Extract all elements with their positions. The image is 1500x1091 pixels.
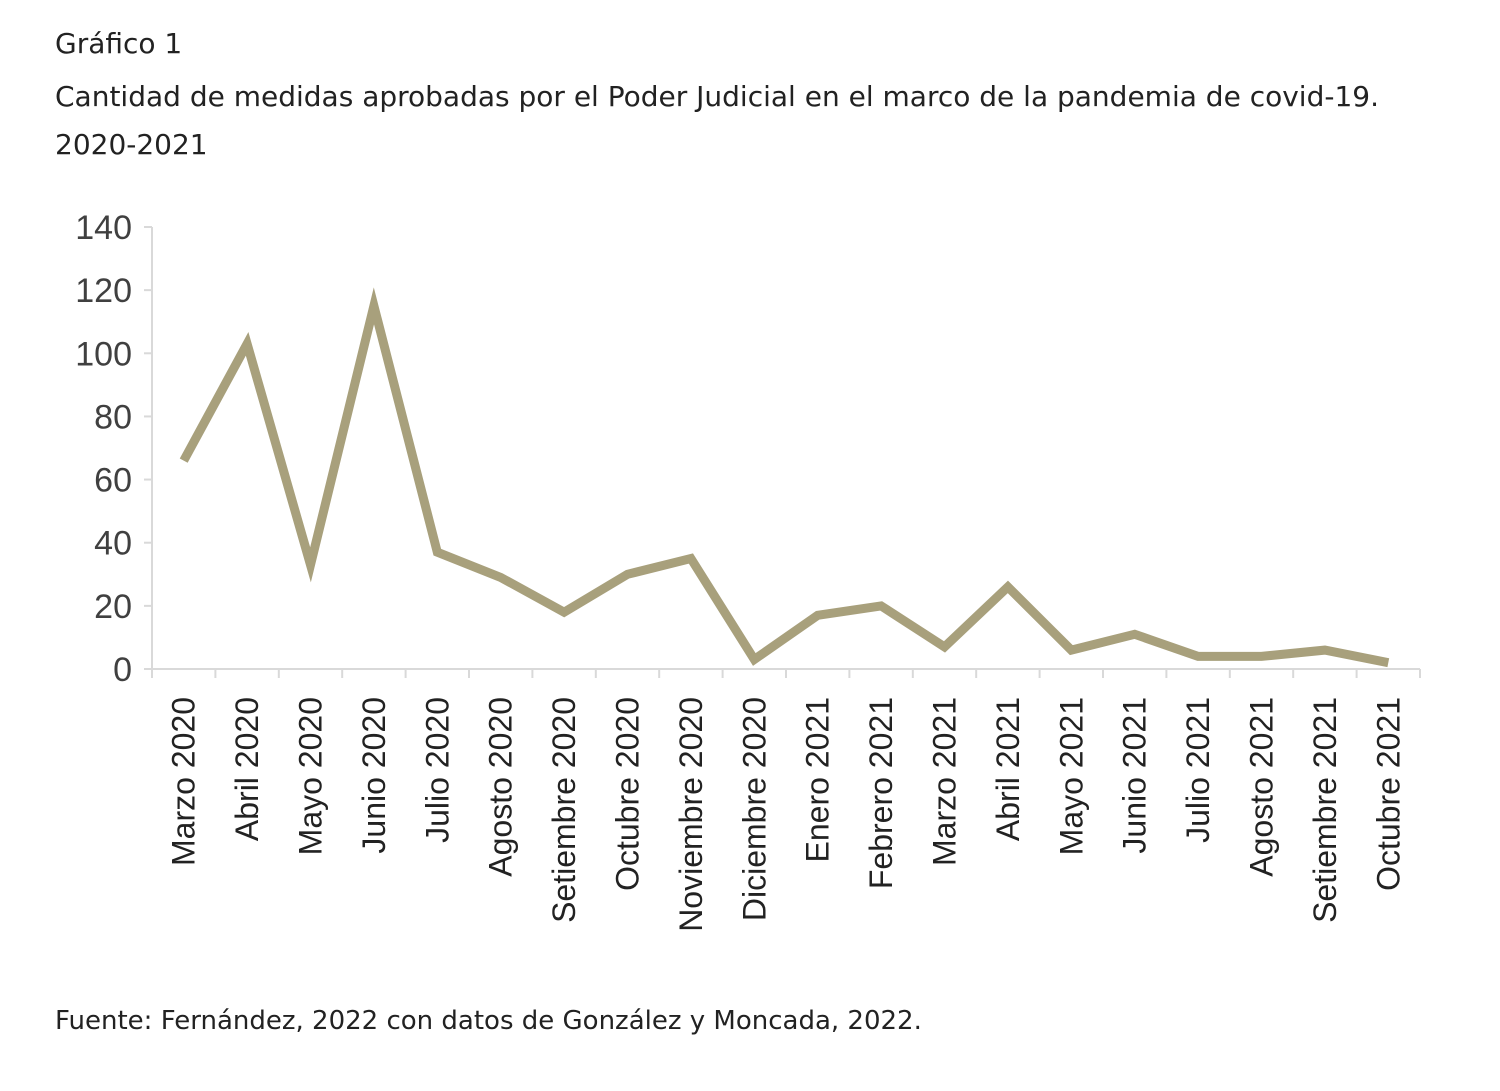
y-tick-label: 100 bbox=[75, 335, 132, 373]
x-tick-label: Julio 2021 bbox=[1180, 697, 1216, 843]
x-tick-label: Setiembre 2020 bbox=[546, 697, 582, 923]
x-tick-label: Febrero 2021 bbox=[863, 697, 899, 889]
x-tick-label: Octubre 2021 bbox=[1370, 697, 1406, 891]
source-note: Fuente: Fernández, 2022 con datos de Gon… bbox=[55, 1006, 922, 1036]
x-tick-label: Mayo 2021 bbox=[1053, 697, 1089, 855]
x-tick-label: Agosto 2021 bbox=[1244, 697, 1280, 877]
x-tick-label: Marzo 2020 bbox=[166, 697, 202, 866]
chart-title: Cantidad de medidas aprobadas por el Pod… bbox=[55, 80, 1379, 161]
y-tick-label: 80 bbox=[94, 398, 132, 436]
x-tick-label: Abril 2021 bbox=[990, 697, 1026, 841]
x-tick-label: Junio 2021 bbox=[1117, 697, 1153, 854]
y-tick-label: 120 bbox=[75, 272, 132, 310]
x-tick-label: Enero 2021 bbox=[800, 697, 836, 862]
y-tick-label: 140 bbox=[75, 209, 132, 247]
x-tick-label: Mayo 2020 bbox=[293, 697, 329, 855]
series-line bbox=[179, 287, 1390, 668]
x-tick-label: Agosto 2020 bbox=[483, 697, 519, 877]
x-tick-label: Setiembre 2021 bbox=[1307, 697, 1343, 923]
x-tick-label: Noviembre 2020 bbox=[673, 697, 709, 932]
y-tick-label: 40 bbox=[94, 525, 132, 563]
x-tick-label: Octubre 2020 bbox=[610, 697, 646, 891]
y-tick-label: 60 bbox=[94, 462, 132, 500]
y-tick-label: 20 bbox=[94, 588, 132, 626]
x-tick-label: Julio 2020 bbox=[419, 697, 455, 843]
x-tick-label: Diciembre 2020 bbox=[736, 697, 772, 921]
x-tick-label: Junio 2020 bbox=[356, 697, 392, 854]
x-tick-label: Marzo 2021 bbox=[927, 697, 963, 866]
figure-label: Gráfico 1 bbox=[55, 27, 183, 60]
x-tick-label: Abril 2020 bbox=[229, 697, 265, 841]
y-tick-label: 0 bbox=[113, 651, 132, 689]
